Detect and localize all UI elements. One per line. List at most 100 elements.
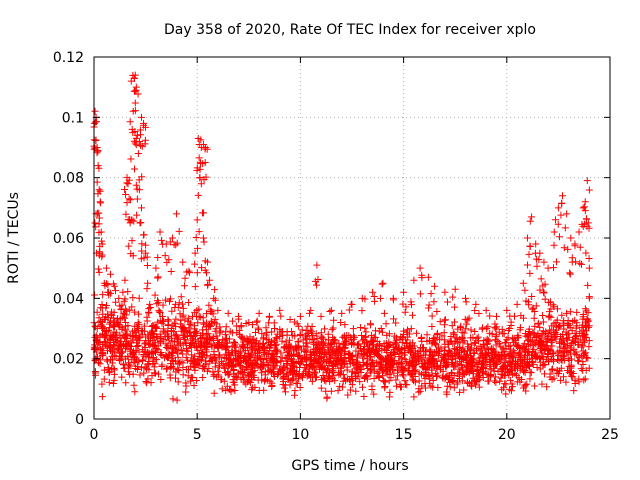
data-point xyxy=(448,322,456,330)
data-point xyxy=(339,371,347,379)
data-point xyxy=(464,378,472,386)
data-point xyxy=(103,332,111,340)
data-point xyxy=(458,333,466,341)
data-point xyxy=(535,256,543,264)
data-point xyxy=(117,337,125,345)
data-point xyxy=(538,380,546,388)
data-point xyxy=(278,337,286,345)
y-tick-label: 0.04 xyxy=(53,291,84,307)
data-point xyxy=(533,262,541,270)
data-point xyxy=(105,369,113,377)
data-point xyxy=(566,369,574,377)
data-point xyxy=(326,375,334,383)
data-point xyxy=(579,367,587,375)
data-point xyxy=(559,339,567,347)
data-point xyxy=(349,325,357,333)
data-point xyxy=(258,369,266,377)
data-point xyxy=(143,285,151,293)
data-point xyxy=(359,337,367,345)
data-point xyxy=(172,241,180,249)
data-point xyxy=(316,345,324,353)
data-point xyxy=(249,346,257,354)
data-point xyxy=(578,324,586,332)
data-point xyxy=(402,303,410,311)
data-point xyxy=(566,308,574,316)
data-point xyxy=(497,357,505,365)
data-point xyxy=(584,219,592,227)
data-point xyxy=(470,339,478,347)
data-point xyxy=(110,365,118,373)
data-point xyxy=(522,387,530,395)
data-point xyxy=(263,360,271,368)
data-point xyxy=(583,316,591,324)
data-point xyxy=(584,323,592,331)
data-point xyxy=(104,281,112,289)
data-point xyxy=(265,319,273,327)
data-point xyxy=(433,363,441,371)
data-point xyxy=(195,154,203,162)
data-point xyxy=(120,310,128,318)
data-point xyxy=(356,324,364,332)
data-point xyxy=(585,264,593,272)
data-point xyxy=(188,340,196,348)
data-point xyxy=(472,300,480,308)
data-point xyxy=(365,345,373,353)
data-point xyxy=(131,322,139,330)
data-point xyxy=(218,385,226,393)
data-point xyxy=(466,346,474,354)
data-point xyxy=(156,228,164,236)
data-point xyxy=(173,210,181,218)
data-point xyxy=(222,346,230,354)
data-point xyxy=(507,318,515,326)
data-point xyxy=(113,316,121,324)
data-point xyxy=(196,165,204,173)
data-point xyxy=(214,367,222,375)
data-point xyxy=(400,331,408,339)
data-point xyxy=(554,204,562,212)
data-point xyxy=(108,359,116,367)
data-point xyxy=(131,308,139,316)
data-point xyxy=(135,348,143,356)
data-point xyxy=(416,264,424,272)
data-point xyxy=(213,332,221,340)
data-point xyxy=(554,220,562,228)
data-point xyxy=(298,326,306,334)
data-point xyxy=(180,282,188,290)
data-point xyxy=(419,353,427,361)
y-tick-label: 0.1 xyxy=(62,110,84,126)
data-point xyxy=(140,369,148,377)
data-point xyxy=(211,315,219,323)
data-point xyxy=(513,371,521,379)
data-point xyxy=(401,377,409,385)
data-point xyxy=(362,372,370,380)
data-point xyxy=(200,363,208,371)
data-point xyxy=(450,384,458,392)
data-point xyxy=(163,364,171,372)
data-point xyxy=(191,249,199,257)
data-point xyxy=(317,329,325,337)
data-point xyxy=(283,360,291,368)
data-point xyxy=(136,126,144,134)
data-point xyxy=(110,366,118,374)
data-point xyxy=(491,351,499,359)
data-point xyxy=(101,338,109,346)
data-point xyxy=(180,333,188,341)
data-point xyxy=(91,345,99,353)
data-point xyxy=(240,378,248,386)
data-point xyxy=(150,363,158,371)
data-point xyxy=(140,231,148,239)
data-point xyxy=(500,330,508,338)
data-point xyxy=(121,276,129,284)
data-point xyxy=(532,302,540,310)
data-point xyxy=(195,350,203,358)
data-point xyxy=(523,261,531,269)
data-point xyxy=(470,350,478,358)
data-point xyxy=(129,350,137,358)
data-point xyxy=(274,368,282,376)
data-point xyxy=(354,373,362,381)
data-point xyxy=(171,300,179,308)
data-point xyxy=(151,291,159,299)
data-point xyxy=(182,388,190,396)
data-point xyxy=(346,386,354,394)
